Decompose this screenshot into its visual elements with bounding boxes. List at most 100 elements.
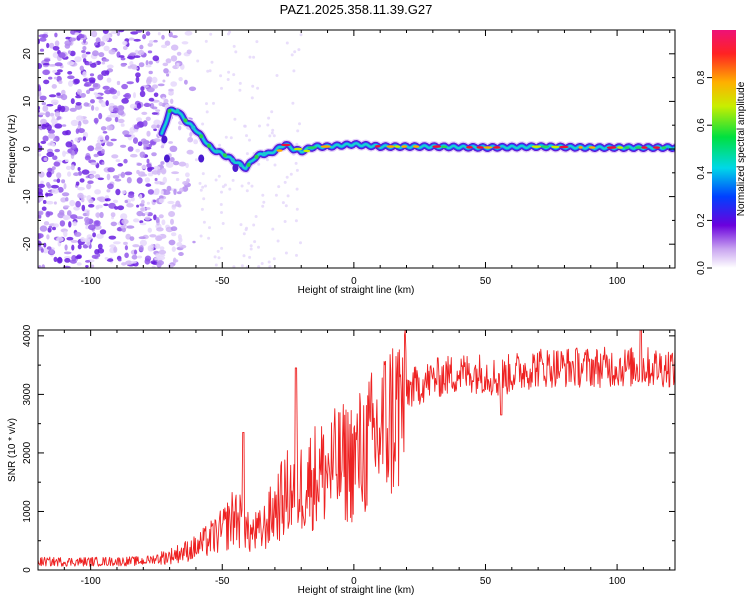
- noise-blob: [139, 151, 146, 158]
- noise-blob: [257, 265, 261, 268]
- noise-blob: [172, 257, 177, 264]
- noise-blob: [133, 218, 140, 223]
- noise-blob: [184, 30, 193, 36]
- noise-blob: [137, 141, 143, 146]
- noise-blob: [153, 214, 157, 221]
- noise-blob: [43, 242, 47, 248]
- noise-blob: [65, 165, 72, 170]
- noise-blob: [167, 263, 174, 268]
- noise-blob: [39, 48, 45, 52]
- noise-blob: [85, 51, 91, 55]
- noise-blob: [115, 159, 121, 163]
- noise-blob: [272, 257, 276, 261]
- noise-blob: [136, 102, 142, 109]
- noise-blob: [281, 201, 285, 205]
- noise-blob: [243, 124, 247, 128]
- noise-blob: [101, 61, 106, 65]
- noise-blob: [46, 182, 51, 187]
- noise-blob: [200, 207, 204, 211]
- spectrogram-x-tick-label: -50: [215, 276, 230, 287]
- noise-blob: [57, 186, 64, 193]
- noise-blob: [71, 255, 77, 262]
- snr-y-tick-label: 0: [22, 567, 33, 573]
- ridge-peak: [262, 151, 267, 156]
- ridge-peak: [578, 146, 583, 149]
- noise-blob: [104, 135, 110, 141]
- noise-blob: [75, 95, 82, 99]
- ridge-outer: [161, 135, 168, 144]
- noise-blob: [106, 64, 114, 69]
- noise-blob: [42, 33, 49, 39]
- noise-blob: [96, 146, 103, 150]
- noise-blob: [46, 171, 52, 178]
- noise-blob: [40, 248, 44, 253]
- noise-blob: [90, 264, 95, 268]
- noise-blob: [133, 92, 136, 99]
- noise-blob: [39, 95, 47, 101]
- noise-blob: [58, 52, 66, 58]
- noise-blob: [82, 46, 87, 51]
- noise-blob: [202, 220, 206, 224]
- noise-blob: [93, 92, 98, 96]
- noise-blob: [204, 184, 207, 188]
- noise-blob: [89, 73, 95, 77]
- noise-blob: [42, 200, 47, 204]
- noise-blob: [126, 81, 134, 85]
- noise-blob: [92, 232, 96, 238]
- noise-blob: [206, 69, 210, 73]
- noise-blob: [46, 42, 50, 49]
- noise-blob: [163, 98, 169, 104]
- noise-blob: [186, 49, 192, 55]
- noise-blob: [133, 38, 141, 42]
- noise-blob: [126, 56, 135, 59]
- noise-blob: [114, 116, 119, 123]
- noise-blob: [112, 199, 119, 204]
- noise-blob: [50, 99, 59, 105]
- noise-blob: [103, 45, 110, 52]
- noise-blob: [254, 215, 258, 218]
- noise-blob: [53, 161, 61, 167]
- noise-blob: [161, 34, 165, 40]
- noise-blob: [136, 177, 143, 184]
- noise-blob: [169, 145, 178, 152]
- noise-blob: [252, 55, 256, 59]
- noise-blob: [292, 69, 296, 73]
- noise-blob: [171, 246, 176, 252]
- noise-blob: [103, 203, 109, 207]
- noise-blob: [253, 240, 257, 244]
- noise-blob: [158, 198, 165, 203]
- noise-blob: [182, 186, 189, 192]
- noise-blob: [98, 196, 106, 203]
- noise-blob: [54, 40, 60, 47]
- noise-blob: [147, 50, 153, 54]
- spectrogram-y-tick-label: -20: [22, 237, 33, 252]
- noise-blob: [123, 94, 130, 98]
- noise-blob: [81, 204, 86, 212]
- noise-blob: [147, 227, 152, 233]
- noise-blob: [138, 236, 146, 240]
- noise-blob: [75, 216, 84, 220]
- noise-blob: [227, 70, 231, 74]
- noise-blob: [65, 141, 73, 148]
- noise-blob: [117, 258, 122, 262]
- noise-blob: [105, 100, 109, 107]
- ridge-peak: [624, 146, 630, 149]
- noise-blob: [145, 31, 151, 36]
- noise-blob: [219, 74, 223, 78]
- snr-marks: [38, 330, 675, 567]
- noise-blob: [152, 84, 158, 89]
- colorbar-tick-label: 0.2: [696, 213, 707, 227]
- noise-blob: [69, 107, 77, 112]
- noise-blob: [77, 128, 85, 134]
- noise-blob: [139, 44, 144, 50]
- noise-blob: [289, 172, 293, 176]
- noise-blob: [220, 246, 224, 250]
- noise-blob: [95, 45, 100, 48]
- spectrogram-y-label: Frequency (Hz): [7, 115, 18, 184]
- noise-blob: [113, 241, 121, 245]
- noise-blob: [238, 88, 242, 92]
- noise-blob: [45, 193, 54, 197]
- noise-blob: [176, 191, 182, 195]
- ridge-peak: [466, 146, 473, 149]
- noise-blob: [181, 41, 189, 45]
